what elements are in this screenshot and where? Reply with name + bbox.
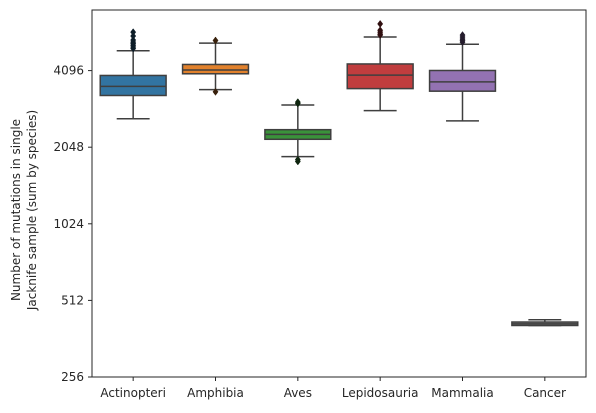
box-actinopteri [99,28,167,120]
axes-frame [91,9,587,378]
y-axis-label: Number of mutations in single Jacknife s… [9,110,39,311]
iqr-box [99,74,167,97]
y-tick-label: 4096 [53,64,84,78]
y-axis-label-line-1: Number of mutations in single [9,119,23,301]
box-amphibia [181,36,250,96]
iqr-box [428,69,497,92]
iqr-box [181,63,250,75]
outlier-point [294,98,301,107]
y-tick-label: 512 [61,293,84,307]
x-tick-label: Cancer [524,386,566,400]
y-tick-label: 2048 [53,140,84,154]
outlier-point [294,155,301,164]
outlier-point [377,19,384,28]
box-aves [264,98,332,166]
y-axis: 256 512 1024 2048 4096 [53,64,92,384]
x-axis: Actinopteri Amphibia Aves Lepidosauria Mamma… [100,377,566,400]
outlier-point [377,26,384,35]
outlier-point [212,36,219,45]
x-tick-label: Amphibia [187,386,244,400]
x-tick-label: Mammalia [431,386,493,400]
box-mammalia [428,31,497,122]
iqr-box [346,63,414,90]
y-tick-label: 256 [61,370,84,384]
x-tick-label: Actinopteri [100,386,166,400]
outlier-point [212,87,219,96]
outlier-point [459,31,466,39]
x-tick-label: Aves [284,386,312,400]
x-tick-label: Lepidosauria [342,386,419,400]
box-cancer [511,318,579,327]
box-lepidosauria [346,19,414,112]
y-axis-label-line-2: Jacknife sample (sum by species) [25,110,39,311]
outlier-point [130,28,137,37]
plot-area [99,19,579,327]
outlier-point [130,36,137,44]
y-tick-label: 1024 [53,217,84,231]
